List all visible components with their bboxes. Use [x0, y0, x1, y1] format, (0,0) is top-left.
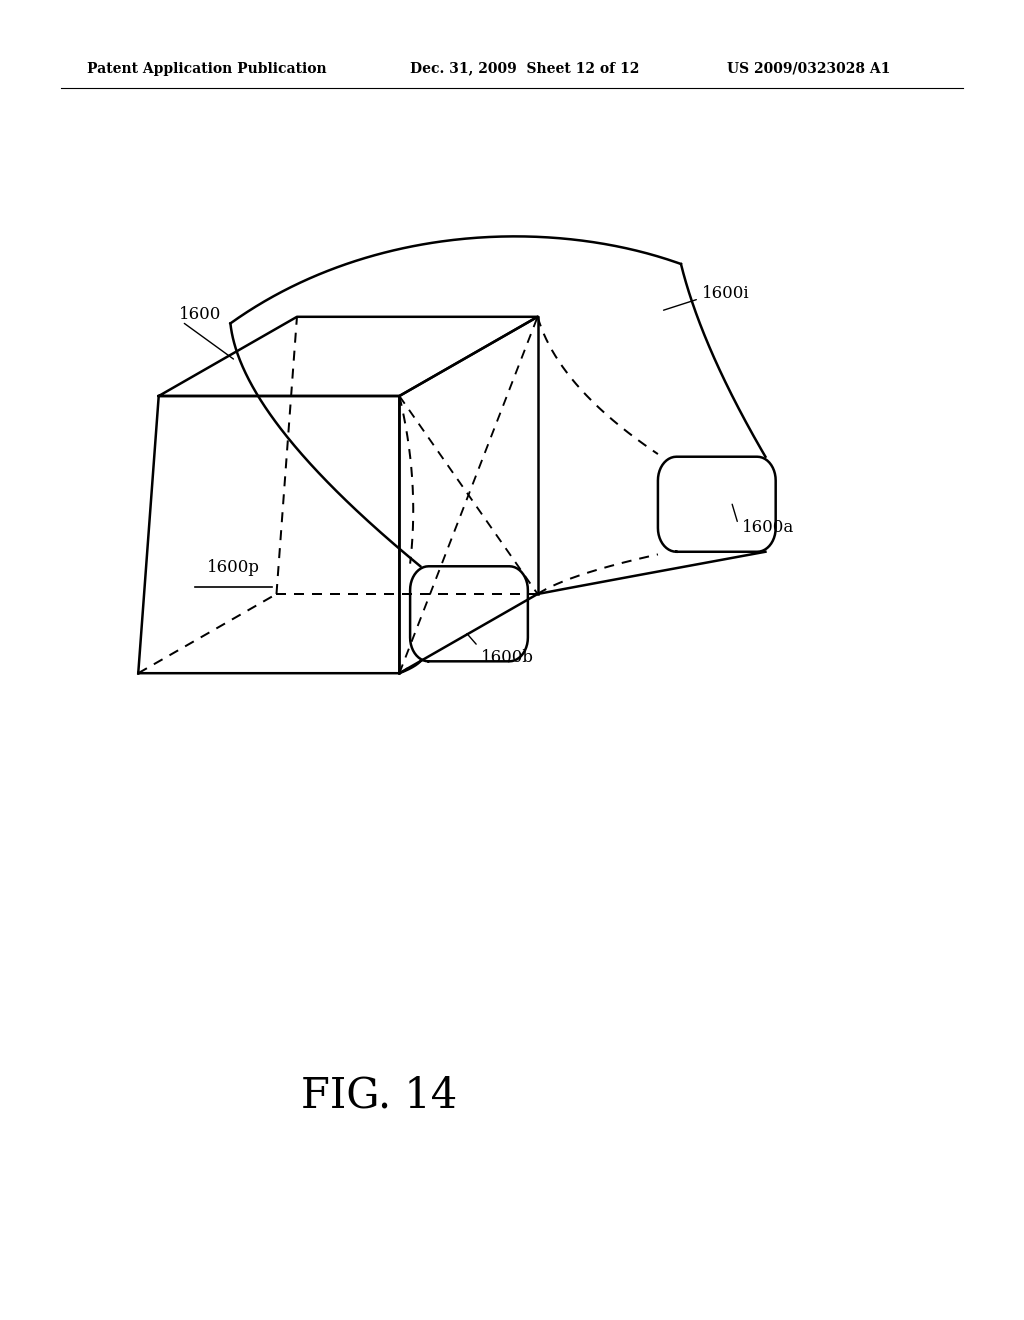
Text: 1600: 1600 [179, 306, 221, 322]
Text: 1600b: 1600b [481, 649, 535, 665]
Text: US 2009/0323028 A1: US 2009/0323028 A1 [727, 62, 891, 75]
Text: 1600i: 1600i [701, 285, 750, 301]
Text: 1600p: 1600p [207, 560, 260, 576]
Text: Patent Application Publication: Patent Application Publication [87, 62, 327, 75]
Text: FIG. 14: FIG. 14 [301, 1074, 457, 1117]
Text: Dec. 31, 2009  Sheet 12 of 12: Dec. 31, 2009 Sheet 12 of 12 [410, 62, 639, 75]
Text: 1600a: 1600a [742, 520, 795, 536]
